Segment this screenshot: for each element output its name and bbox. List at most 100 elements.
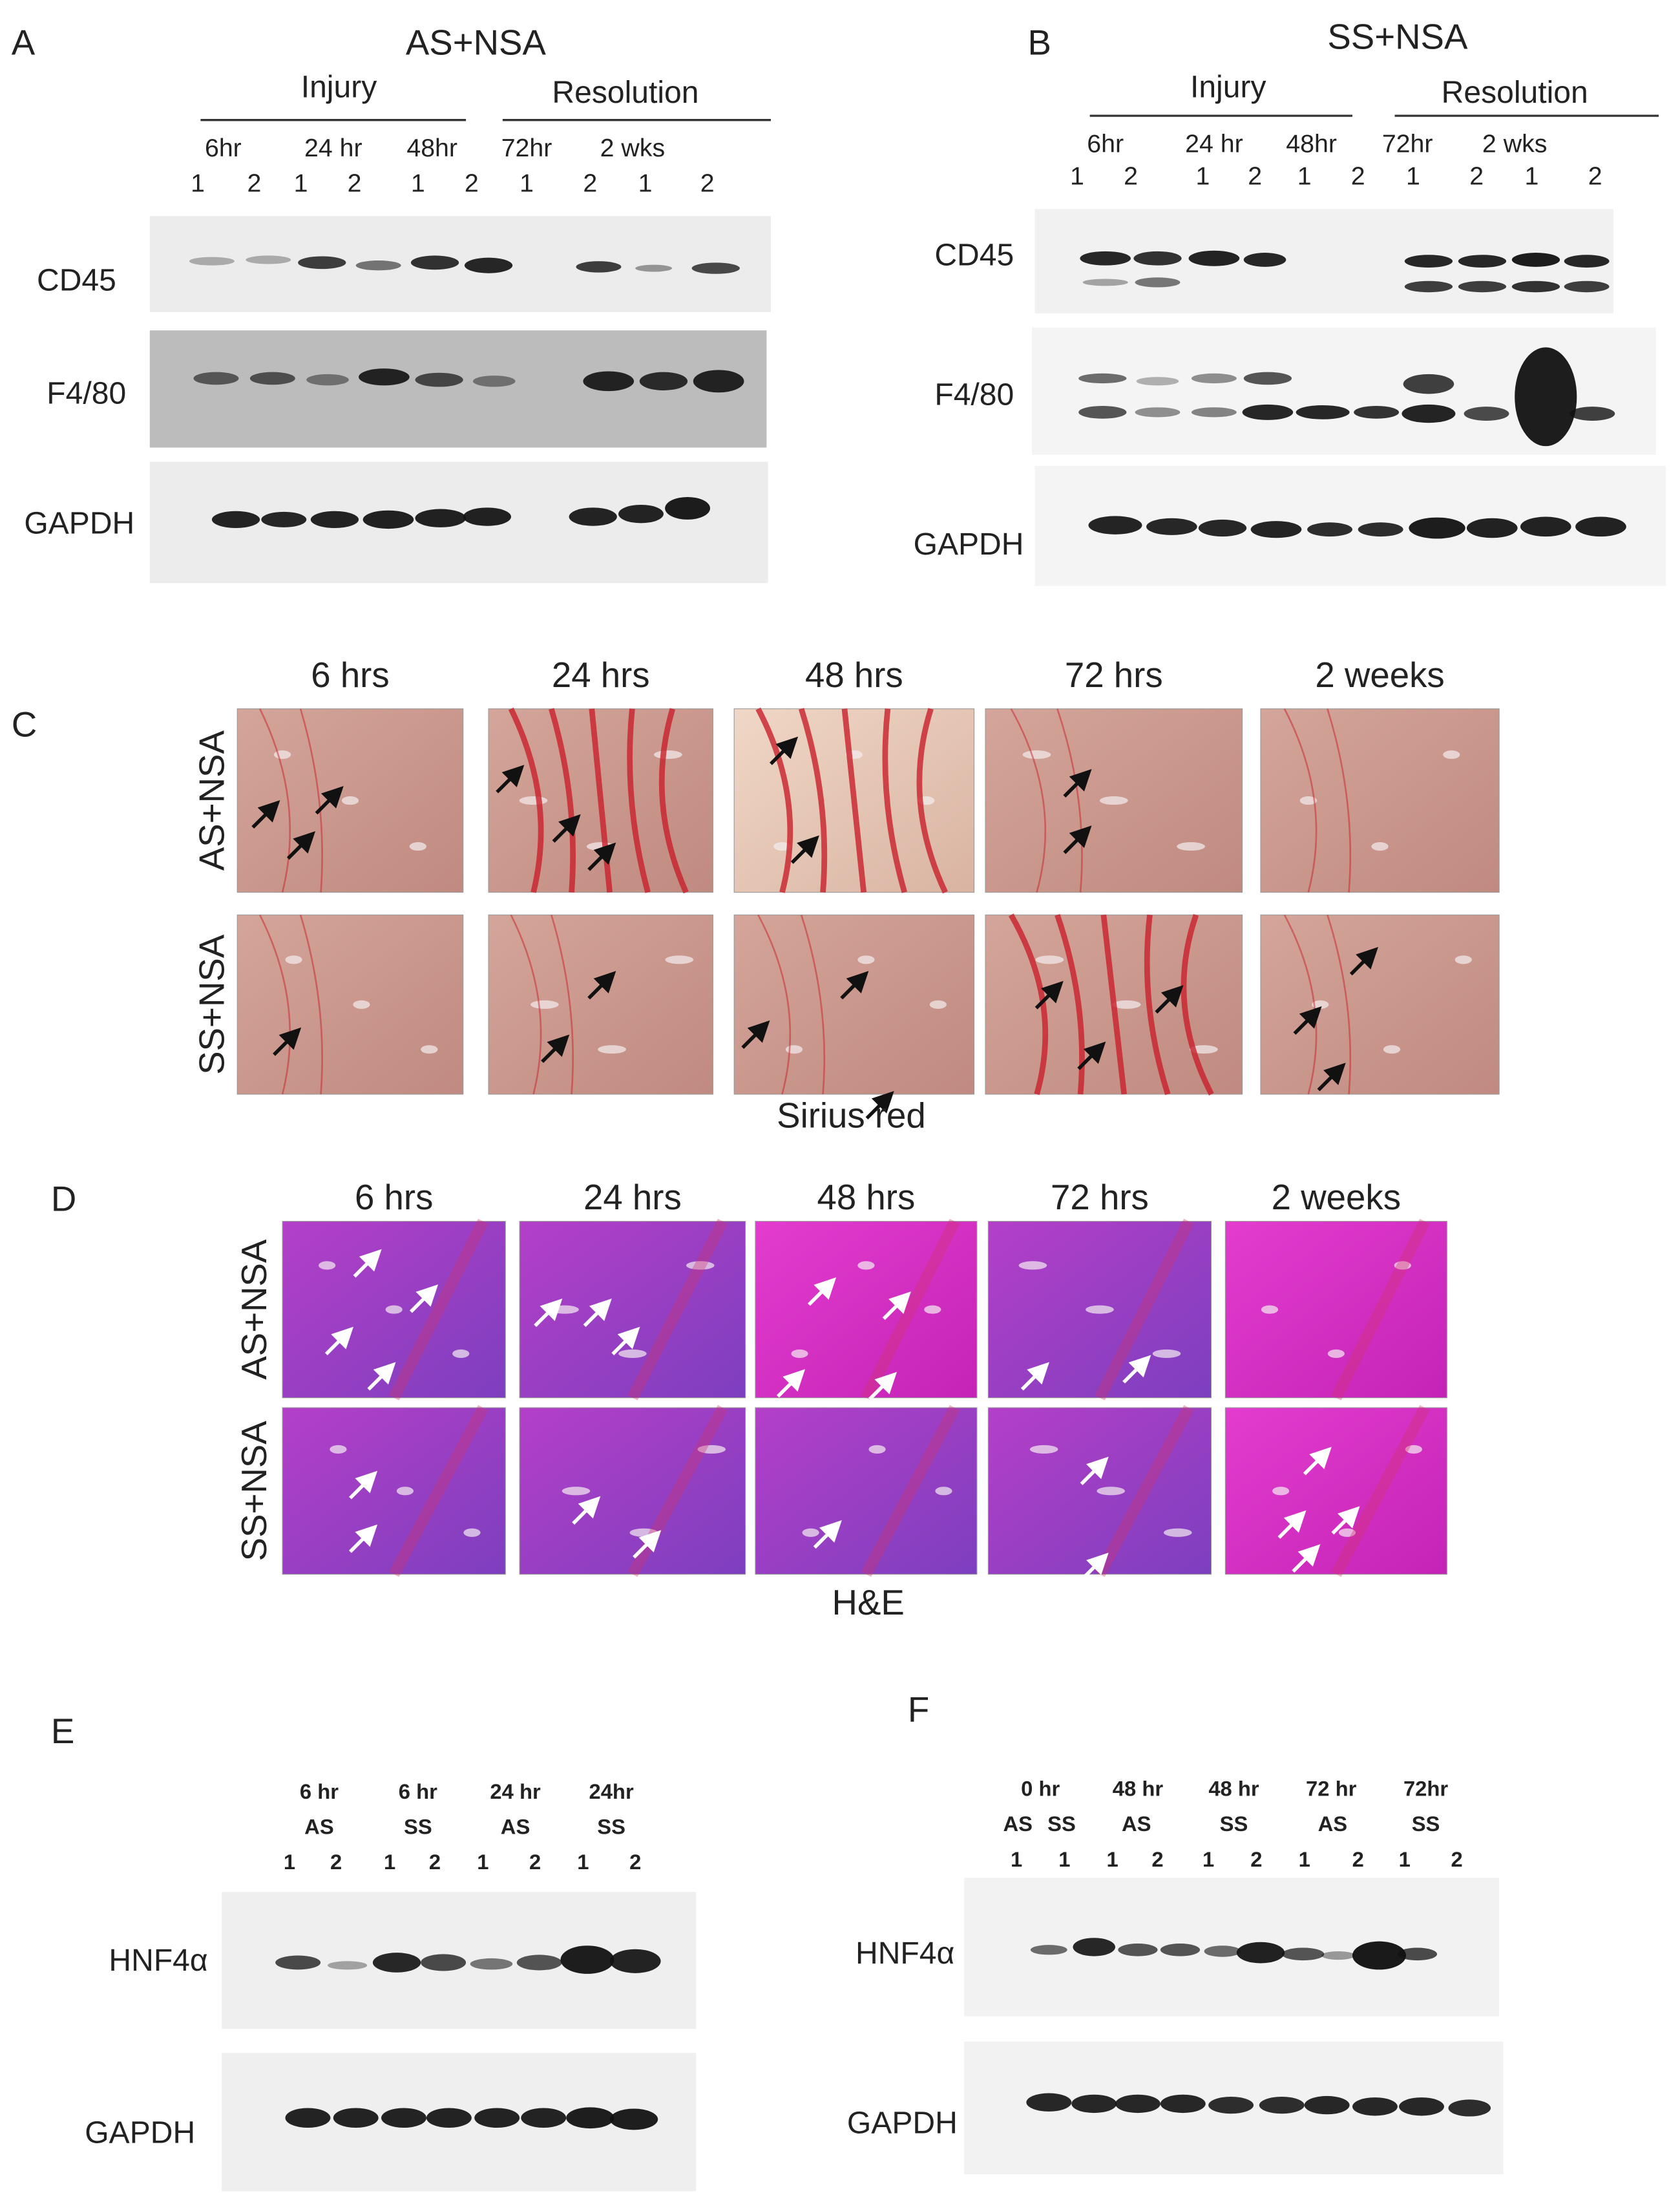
vessel xyxy=(562,1487,591,1496)
band xyxy=(1071,2094,1117,2114)
micrograph xyxy=(1224,1407,1447,1575)
caption: H&E xyxy=(832,1583,905,1622)
group-label: SS xyxy=(597,1815,625,1839)
micrograph xyxy=(519,1407,746,1575)
arrow xyxy=(1122,1355,1151,1384)
tissue-band xyxy=(627,1404,728,1577)
band xyxy=(473,376,516,387)
band xyxy=(211,511,260,529)
band xyxy=(285,2108,331,2128)
column-title: 24 hrs xyxy=(552,655,650,695)
lane-label: 1 xyxy=(638,169,653,198)
panel-label: C xyxy=(12,705,37,744)
lane-label: 1 xyxy=(1106,1847,1118,1871)
band xyxy=(1464,407,1509,421)
vessel xyxy=(1454,955,1472,964)
band xyxy=(1358,522,1403,537)
group-label: SS xyxy=(1412,1812,1440,1836)
collagen xyxy=(1283,914,1318,1095)
band xyxy=(521,2108,567,2128)
band xyxy=(1402,404,1456,423)
band xyxy=(691,262,740,274)
band xyxy=(372,1953,421,1973)
column-title: 48 hrs xyxy=(817,1178,916,1217)
row-label: AS+NSA xyxy=(235,1239,274,1380)
vessel xyxy=(1099,796,1128,805)
collagen xyxy=(259,914,291,1095)
lane-label: 1 xyxy=(1399,1847,1411,1871)
arrow xyxy=(1080,1552,1109,1582)
vessel xyxy=(1097,1487,1126,1496)
band xyxy=(1073,1938,1115,1956)
lane-label: 1 xyxy=(294,169,308,198)
lane-label: 2 xyxy=(247,169,261,198)
arrow xyxy=(741,1020,770,1049)
lane-label: 1 xyxy=(384,1850,395,1874)
band xyxy=(1242,404,1294,420)
timepoint-label: 72hr xyxy=(1382,129,1433,158)
band xyxy=(1458,281,1507,293)
collagen xyxy=(510,914,542,1095)
vessel xyxy=(857,1261,875,1270)
band xyxy=(306,374,349,386)
timepoint-label: 48 hr xyxy=(1208,1777,1259,1801)
vessel xyxy=(1394,1261,1411,1270)
arrow xyxy=(813,1520,842,1549)
lane-label: 2 xyxy=(583,169,597,198)
band xyxy=(474,2108,520,2128)
band xyxy=(1281,1947,1325,1961)
vessel xyxy=(341,796,359,805)
band xyxy=(1458,255,1507,268)
collagen xyxy=(755,707,793,893)
band xyxy=(246,255,291,264)
arrow xyxy=(1303,1446,1332,1476)
band xyxy=(665,496,711,520)
band xyxy=(1515,347,1577,447)
vessel xyxy=(519,796,548,805)
blot-label: GAPDH xyxy=(914,527,1024,562)
lane-label: 1 xyxy=(411,169,425,198)
band xyxy=(415,509,467,527)
collagen xyxy=(1327,708,1352,893)
vessel xyxy=(697,1445,726,1454)
vessel xyxy=(319,1261,336,1270)
group-label: AS xyxy=(304,1815,334,1839)
band xyxy=(1352,1941,1406,1970)
collagen xyxy=(1327,915,1352,1095)
band xyxy=(1259,2096,1305,2114)
arrow xyxy=(633,1530,662,1559)
band xyxy=(1243,253,1286,267)
blot xyxy=(149,216,771,312)
vessel xyxy=(452,1349,470,1358)
row-label: SS+NSA xyxy=(235,1421,274,1562)
vessel xyxy=(686,1261,715,1270)
timepoint-label: 6 hr xyxy=(399,1779,437,1803)
arrow xyxy=(1349,947,1378,976)
vessel xyxy=(1272,1487,1290,1496)
collagen xyxy=(1100,915,1128,1095)
band xyxy=(609,1949,661,1973)
arrow xyxy=(1293,1006,1322,1035)
band xyxy=(1118,1943,1158,1956)
tissue-band xyxy=(388,1404,488,1577)
lane-label: 2 xyxy=(348,169,362,198)
band xyxy=(1448,2099,1491,2117)
arrow xyxy=(770,736,799,765)
arrow xyxy=(790,835,819,864)
band xyxy=(381,2108,426,2128)
lane-label: 2 xyxy=(629,1850,641,1874)
vessel xyxy=(802,1528,819,1537)
band xyxy=(463,507,512,526)
panel-label: B xyxy=(1028,23,1051,62)
vessel xyxy=(421,1045,438,1054)
vessel xyxy=(285,955,302,964)
band xyxy=(426,2108,472,2128)
collagen xyxy=(882,708,908,893)
collagen xyxy=(299,915,323,1095)
lane-label: 1 xyxy=(477,1850,488,1874)
lane-label: 2 xyxy=(1588,162,1602,191)
band xyxy=(639,372,688,391)
arrow xyxy=(1331,1506,1360,1535)
vessel xyxy=(1035,955,1064,964)
